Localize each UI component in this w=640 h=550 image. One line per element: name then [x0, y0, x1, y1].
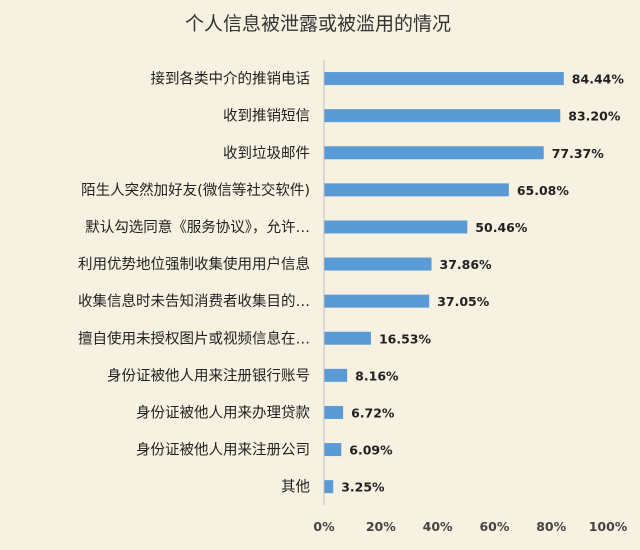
- value-label: 37.05%: [437, 294, 490, 309]
- value-label: 77.37%: [552, 146, 605, 161]
- x-tick-label: 40%: [423, 519, 453, 534]
- category-label: 收到推销短信: [223, 108, 310, 125]
- category-label: 擅自使用未授权图片或视频信息在…: [78, 329, 310, 347]
- value-label: 50.46%: [475, 220, 528, 235]
- category-label: 收到垃圾邮件: [223, 145, 310, 162]
- value-label: 3.25%: [341, 480, 385, 495]
- bar: [324, 294, 430, 308]
- category-label: 陌生人突然加好友(微信等社交软件): [81, 181, 310, 199]
- bar: [324, 183, 509, 197]
- bar: [324, 443, 342, 457]
- bar: [324, 146, 544, 160]
- x-tick-label: 100%: [589, 519, 628, 534]
- chart-title: 个人信息被泄露或被滥用的情况: [185, 13, 451, 35]
- x-axis: 0% 20% 40% 60% 80% 100%: [313, 60, 628, 534]
- category-label: 其他: [281, 479, 310, 496]
- bar: [324, 257, 432, 271]
- category-label: 收集信息时未告知消费者收集目的…: [78, 293, 310, 310]
- category-label: 身份证被他人用来注册银行账号: [107, 367, 310, 384]
- x-tick-label: 80%: [536, 519, 566, 534]
- value-label: 8.16%: [355, 368, 399, 383]
- bars-group: 接到各类中介的推销电话 84.44% 收到推销短信 83.20% 收到垃圾邮件 77.37…: [78, 71, 624, 496]
- value-label: 37.86%: [440, 257, 493, 272]
- bar: [324, 368, 348, 382]
- category-label: 利用优势地位强制收集使用用户信息: [78, 256, 310, 273]
- category-label: 身份证被他人用来注册公司: [136, 442, 310, 459]
- bar: [324, 72, 564, 86]
- bar: [324, 109, 561, 123]
- x-tick-label: 20%: [366, 519, 396, 534]
- x-tick-label: 0%: [313, 519, 335, 534]
- bar: [324, 480, 334, 494]
- category-label: 接到各类中介的推销电话: [151, 71, 311, 88]
- value-label: 16.53%: [379, 331, 432, 346]
- bar: [324, 220, 468, 234]
- bar: [324, 331, 371, 345]
- category-label: 身份证被他人用来办理贷款: [136, 404, 310, 421]
- x-tick-label: 60%: [479, 519, 509, 534]
- value-label: 83.20%: [568, 109, 621, 124]
- category-label: 默认勾选同意《服务协议》，允许…: [85, 218, 310, 236]
- value-label: 65.08%: [517, 183, 570, 198]
- value-label: 84.44%: [572, 72, 625, 87]
- bar: [324, 405, 344, 419]
- value-label: 6.72%: [351, 405, 395, 420]
- value-label: 6.09%: [349, 443, 393, 458]
